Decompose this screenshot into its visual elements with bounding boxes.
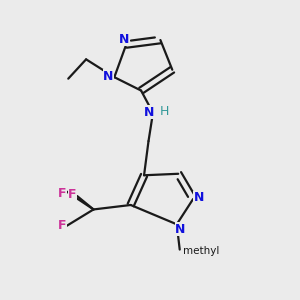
Text: N: N	[103, 70, 114, 83]
Text: N: N	[119, 33, 129, 46]
Text: H: H	[160, 105, 169, 118]
Text: methyl: methyl	[183, 246, 219, 256]
Text: N: N	[194, 191, 204, 204]
Text: N: N	[144, 106, 154, 119]
Text: N: N	[175, 223, 185, 236]
Text: F: F	[58, 219, 66, 232]
Text: F: F	[58, 187, 66, 200]
Text: F: F	[68, 188, 77, 201]
